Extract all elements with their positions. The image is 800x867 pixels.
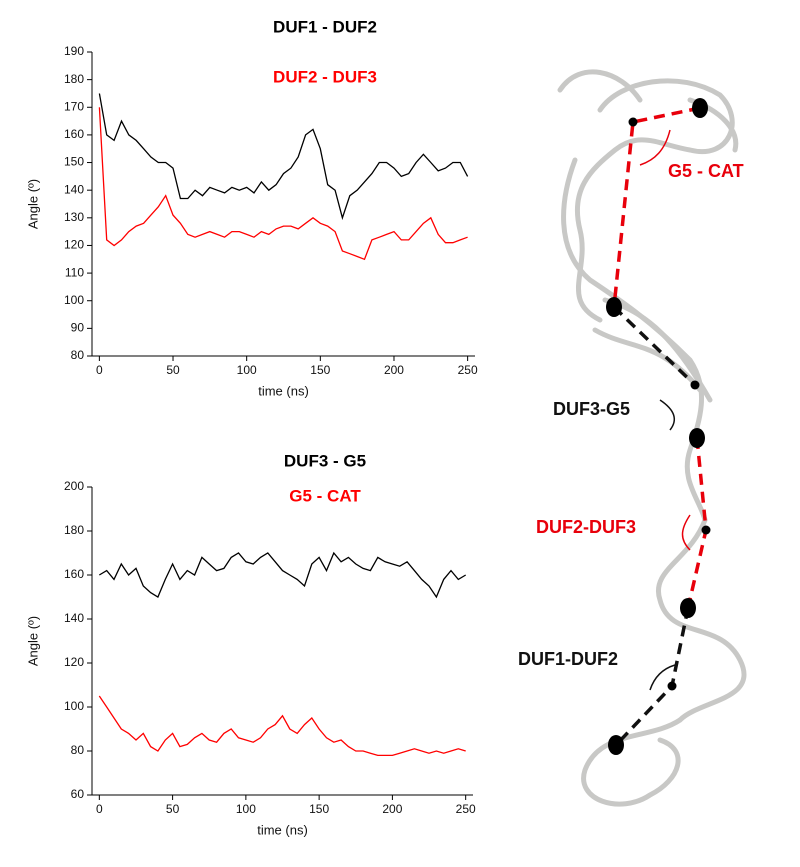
series-line [98, 551, 467, 599]
y-tick-label: 170 [64, 99, 84, 113]
centroid [628, 117, 638, 127]
x-tick-label: 100 [236, 802, 256, 816]
distance-lines [612, 106, 708, 747]
angle-arc [659, 399, 676, 431]
y-tick-label: 120 [64, 655, 84, 669]
dashed-link [612, 106, 701, 308]
x-tick-label: 250 [458, 363, 478, 377]
x-tick-label: 150 [309, 802, 329, 816]
y-tick-label: 90 [71, 321, 85, 335]
x-axis-title: time (ns) [258, 383, 309, 398]
y-tick-label: 100 [64, 293, 84, 307]
diagram-label: DUF3-G5 [553, 399, 630, 419]
y-tick-label: 140 [64, 182, 84, 196]
y-axis-title: Angle (º) [25, 616, 40, 666]
x-axis-title: time (ns) [257, 822, 308, 837]
y-tick-label: 150 [64, 155, 84, 169]
y-tick-label: 130 [64, 210, 84, 224]
y-tick-label: 120 [64, 238, 84, 252]
y-tick-label: 200 [64, 479, 84, 493]
protein-structure [557, 69, 747, 807]
x-tick-label: 50 [166, 802, 180, 816]
x-tick-label: 0 [96, 802, 103, 816]
legend-label: DUF2 - DUF3 [273, 67, 377, 86]
y-tick-label: 180 [64, 523, 84, 537]
centroid [690, 380, 700, 390]
x-tick-label: 150 [310, 363, 330, 377]
y-tick-label: 190 [64, 44, 84, 58]
series-line [98, 107, 468, 261]
x-tick-label: 100 [237, 363, 257, 377]
centroid [692, 98, 708, 118]
angle-arc [681, 514, 691, 551]
angle-arcs [639, 129, 691, 691]
centroid [680, 598, 696, 618]
y-tick-label: 110 [65, 265, 84, 279]
centroid [606, 297, 622, 317]
angle-arc [639, 129, 671, 166]
x-tick-label: 50 [166, 363, 180, 377]
protein-ribbon [574, 78, 735, 323]
centroid [689, 428, 705, 448]
series-line [98, 93, 469, 221]
y-tick-label: 60 [71, 787, 85, 801]
legend-label: G5 - CAT [289, 486, 361, 505]
protein-ribbon [581, 717, 683, 807]
y-tick-label: 180 [64, 72, 84, 86]
x-tick-label: 200 [382, 802, 402, 816]
protein-ribbon [655, 517, 747, 723]
diagram-label: DUF2-DUF3 [536, 517, 636, 537]
legend-label: DUF3 - G5 [284, 451, 366, 470]
angle-arc [649, 664, 676, 691]
series-line [98, 695, 466, 757]
centroid [608, 735, 624, 755]
diagram-label: DUF1-DUF2 [518, 649, 618, 669]
legend-label: DUF1 - DUF2 [273, 17, 377, 36]
dashed-link [612, 305, 697, 387]
y-tick-label: 80 [71, 743, 85, 757]
centroid [701, 525, 711, 535]
centroids [606, 98, 711, 755]
y-tick-label: 140 [64, 611, 84, 625]
x-tick-label: 250 [456, 802, 476, 816]
y-axis-title: Angle (º) [25, 179, 40, 229]
x-tick-label: 0 [96, 363, 103, 377]
protein-ribbon [561, 157, 708, 523]
centroid [667, 681, 677, 691]
x-tick-label: 200 [384, 363, 404, 377]
y-tick-label: 100 [64, 699, 84, 713]
diagram-label: G5 - CAT [668, 161, 744, 181]
y-tick-label: 80 [71, 348, 85, 362]
y-tick-label: 160 [64, 567, 84, 581]
y-tick-label: 160 [64, 127, 84, 141]
